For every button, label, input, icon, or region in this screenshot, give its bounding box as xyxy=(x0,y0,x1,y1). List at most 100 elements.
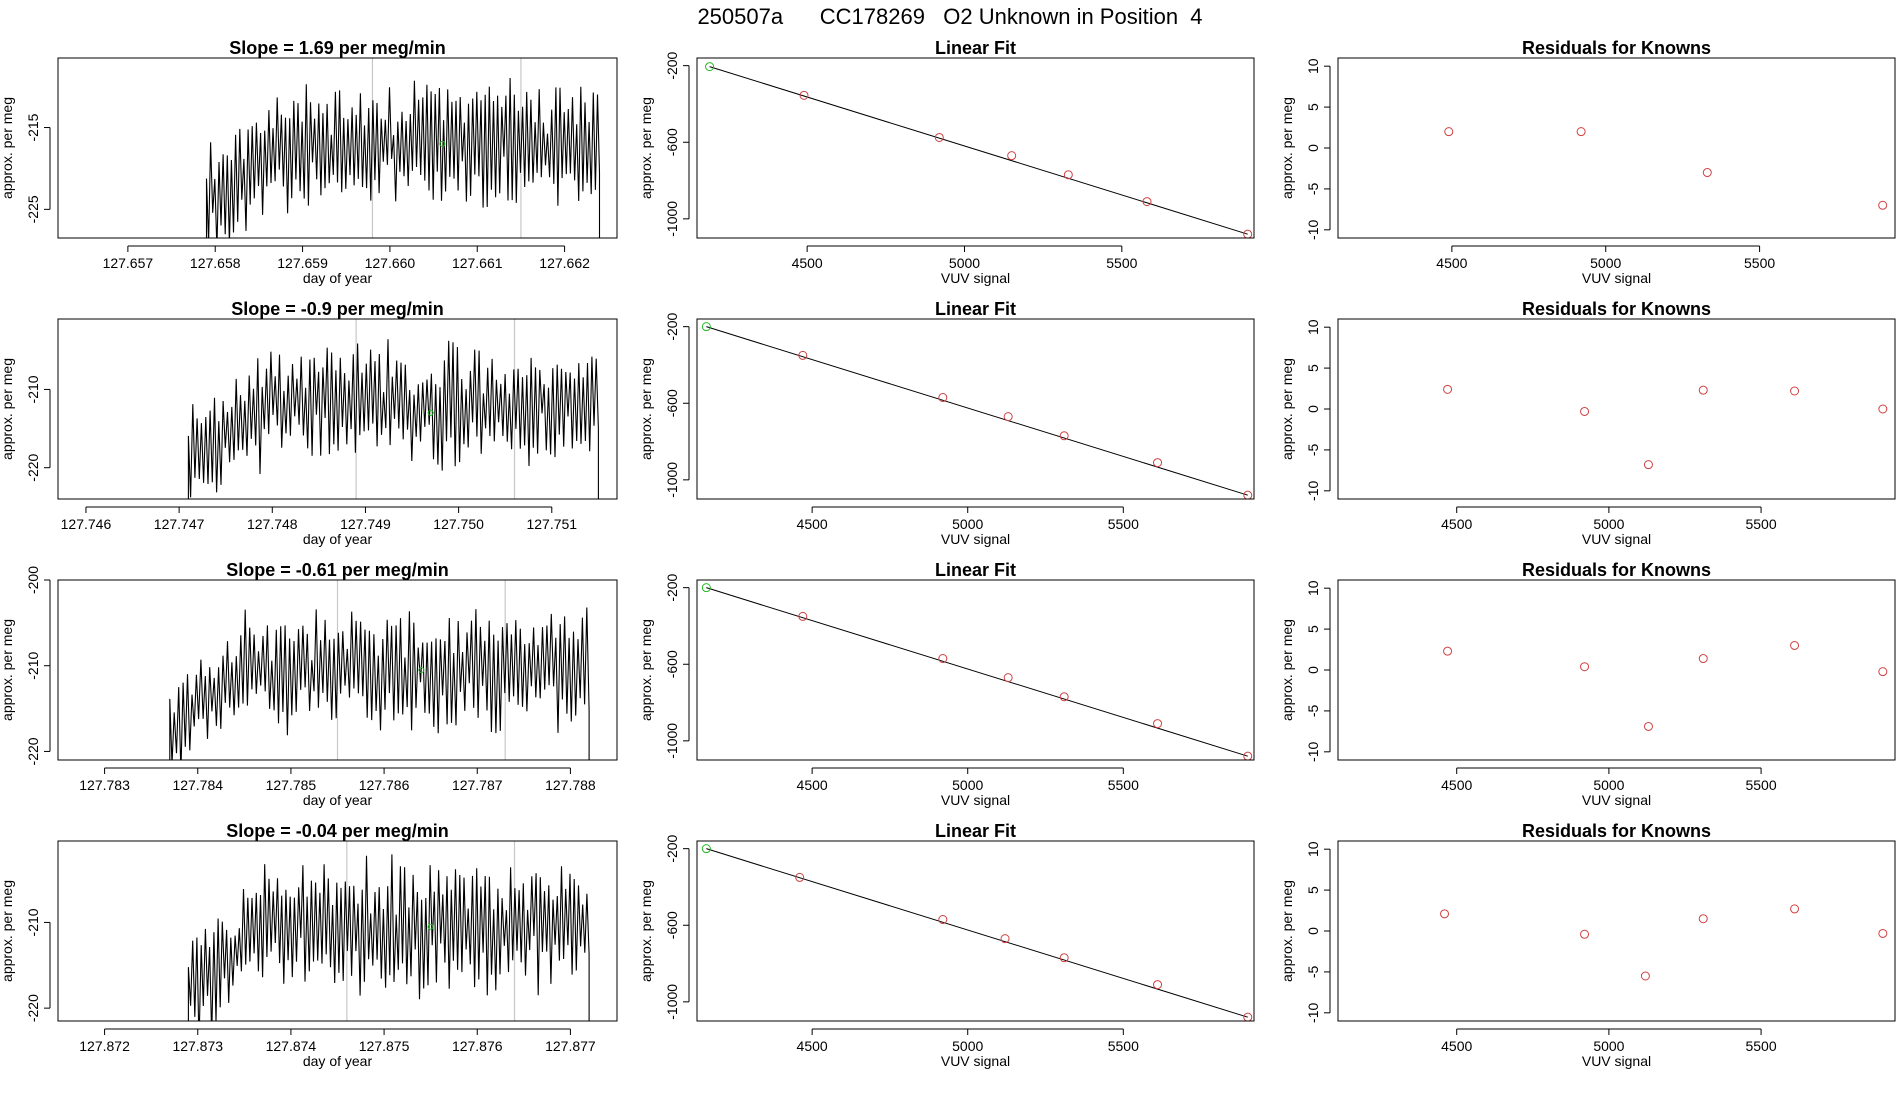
x-tick-label: 127.876 xyxy=(452,1038,503,1054)
x-tick-label: 5000 xyxy=(952,516,983,532)
known-point xyxy=(795,872,805,882)
known-point xyxy=(1243,1012,1253,1021)
plot-area xyxy=(1440,904,1888,981)
x-axis-label: VUV signal xyxy=(1582,792,1651,808)
x-tick-label: 127.657 xyxy=(103,255,154,271)
y-axis-label: approx. per meg xyxy=(0,358,15,460)
panel-title: Linear Fit xyxy=(935,560,1016,580)
y-tick-label: -5 xyxy=(1305,965,1321,978)
x-tick-label: 4500 xyxy=(1441,516,1472,532)
x-tick-label: 5500 xyxy=(1108,516,1139,532)
y-axis-label: approx. per meg xyxy=(0,97,15,199)
known-point xyxy=(938,654,948,664)
panel-title: Linear Fit xyxy=(935,299,1016,319)
y-tick-label: 5 xyxy=(1305,364,1321,372)
y-tick-label: 10 xyxy=(1305,580,1321,596)
y-axis-label: approx. per meg xyxy=(638,97,654,199)
panel-title: Slope = 1.69 per meg/min xyxy=(229,38,446,58)
plot-area xyxy=(169,580,590,760)
x-tick-label: 5500 xyxy=(1745,1038,1776,1054)
known-point xyxy=(1007,151,1017,161)
page-title: 250507a CC178269 O2 Unknown in Position … xyxy=(697,4,1203,29)
plot-area xyxy=(1443,384,1888,470)
plot-frame xyxy=(1337,57,1896,239)
reference-point xyxy=(701,844,711,854)
plot-frame xyxy=(1337,318,1896,500)
plot-area xyxy=(705,62,1253,238)
x-tick-label: 5500 xyxy=(1745,516,1776,532)
x-tick-label: 5000 xyxy=(1593,777,1624,793)
y-tick-label: -600 xyxy=(664,650,680,678)
time-series-trace xyxy=(187,339,599,499)
x-tick-label: 127.751 xyxy=(526,516,577,532)
x-tick-label: 5500 xyxy=(1106,255,1137,271)
y-tick-label: 10 xyxy=(1305,58,1321,74)
x-tick-label: 4500 xyxy=(1441,777,1472,793)
residual-point xyxy=(1790,640,1800,650)
y-axis-label: approx. per meg xyxy=(1279,880,1295,982)
x-axis-label: VUV signal xyxy=(941,1053,1010,1069)
plot-frame xyxy=(1337,579,1896,761)
plot-frame xyxy=(696,579,1255,761)
y-axis-label: approx. per meg xyxy=(1279,358,1295,460)
x-tick-label: 4500 xyxy=(1441,1038,1472,1054)
reference-point xyxy=(439,140,446,147)
x-tick-label: 127.877 xyxy=(545,1038,596,1054)
residuals-panel-row-4: Residuals for Knowns 10 5 0 -5 -10 approx. per… xyxy=(1279,821,1896,1069)
y-tick-label: 5 xyxy=(1305,625,1321,633)
y-tick-label: -5 xyxy=(1305,704,1321,717)
x-axis-label: VUV signal xyxy=(1582,531,1651,547)
reference-point xyxy=(427,923,434,930)
known-point xyxy=(799,90,809,100)
panel-title: Slope = -0.04 per meg/min xyxy=(226,821,449,841)
y-tick-label: -220 xyxy=(25,737,41,765)
plot-frame xyxy=(57,840,618,1022)
y-axis-label: approx. per meg xyxy=(638,619,654,721)
y-tick-label: -10 xyxy=(1305,480,1321,500)
y-tick-label: -600 xyxy=(664,128,680,156)
y-tick-label: -210 xyxy=(25,375,41,403)
y-axis-label: approx. per meg xyxy=(1279,97,1295,199)
plot-frame xyxy=(696,318,1255,500)
linear-fit-panel-row-4: Linear Fit -200 -600 -1000 approx. per meg 45… xyxy=(638,821,1255,1069)
known-point xyxy=(1000,934,1010,944)
y-tick-label: -200 xyxy=(664,834,680,862)
residual-point xyxy=(1698,914,1708,924)
x-tick-label: 4500 xyxy=(797,777,828,793)
fit-line xyxy=(706,848,1248,1018)
panel-title: Residuals for Knowns xyxy=(1522,560,1711,580)
time-series-panel-row-1: Slope = 1.69 per meg/min -215 -225 approx. … xyxy=(0,38,618,286)
residual-point xyxy=(1580,662,1590,672)
plot-frame xyxy=(57,579,618,761)
plot-area xyxy=(1443,640,1888,731)
residuals-panel-row-1: Residuals for Knowns 10 5 0 -5 -10 approx. per… xyxy=(1279,38,1896,286)
residual-point xyxy=(1444,127,1454,137)
x-axis-label: VUV signal xyxy=(941,531,1010,547)
linear-fit-panel-row-3: Linear Fit -200 -600 -1000 approx. per meg 45… xyxy=(638,560,1255,808)
reference-point xyxy=(701,583,711,593)
panel-title: Linear Fit xyxy=(935,821,1016,841)
x-axis-label: day of year xyxy=(303,270,373,286)
y-tick-label: 10 xyxy=(1305,319,1321,335)
plot-area xyxy=(187,319,599,499)
x-tick-label: 5500 xyxy=(1744,255,1775,271)
x-tick-label: 127.785 xyxy=(266,777,317,793)
known-point xyxy=(1153,719,1163,729)
y-tick-label: -210 xyxy=(25,651,41,679)
y-tick-label: -1000 xyxy=(664,723,680,759)
y-tick-label: -200 xyxy=(25,566,41,594)
x-tick-label: 4500 xyxy=(797,516,828,532)
plot-area xyxy=(701,322,1253,499)
x-tick-label: 5000 xyxy=(949,255,980,271)
y-axis-label: approx. per meg xyxy=(1279,619,1295,721)
x-tick-label: 127.749 xyxy=(340,516,391,532)
known-point xyxy=(1059,431,1069,441)
y-axis-label: approx. per meg xyxy=(0,880,15,982)
residual-point xyxy=(1643,460,1653,470)
known-point xyxy=(1003,673,1013,683)
residual-point xyxy=(1580,406,1590,416)
x-tick-label: 127.748 xyxy=(247,516,298,532)
time-series-trace xyxy=(169,607,590,760)
y-tick-label: -600 xyxy=(664,911,680,939)
x-tick-label: 127.873 xyxy=(172,1038,223,1054)
